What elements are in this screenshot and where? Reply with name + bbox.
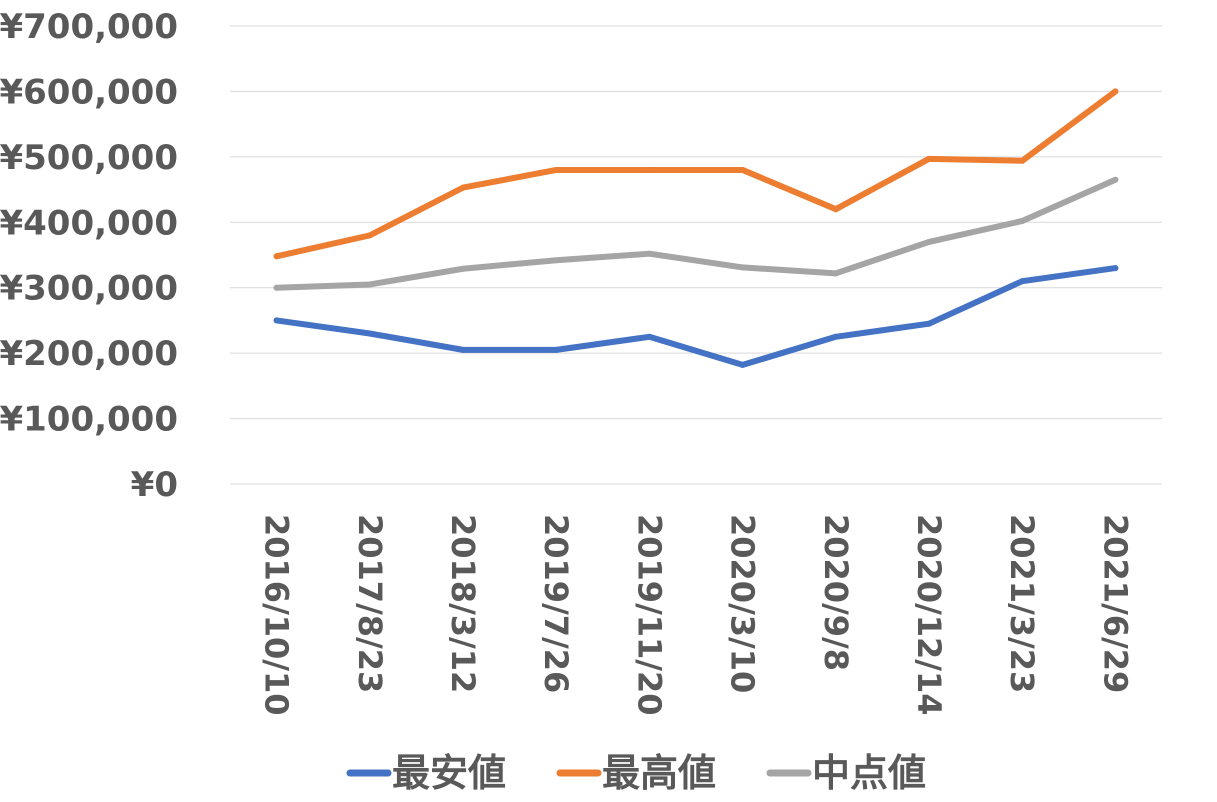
y-tick-label: ¥500,000	[0, 138, 178, 178]
y-tick-label: ¥400,000	[0, 203, 178, 243]
data-point	[553, 257, 560, 264]
y-tick-label: ¥0	[131, 465, 178, 505]
data-point	[832, 270, 839, 277]
data-point	[1112, 88, 1119, 95]
legend-label: 中点値	[812, 751, 926, 795]
x-tick-label: 2020/3/10	[724, 514, 762, 693]
x-tick-label: 2020/9/8	[817, 514, 855, 671]
series-line	[273, 176, 1119, 291]
gridlines	[230, 25, 1162, 485]
data-point	[553, 166, 560, 173]
data-point	[832, 206, 839, 213]
data-point	[646, 333, 653, 340]
data-point	[1019, 157, 1026, 164]
data-point	[739, 166, 746, 173]
data-point	[1112, 176, 1119, 183]
legend-label: 最高値	[602, 751, 716, 795]
series-line	[273, 88, 1119, 260]
y-tick-label: ¥600,000	[0, 72, 178, 112]
legend: 最安値 最高値 中点値	[346, 751, 926, 795]
x-tick-label: 2019/11/20	[630, 514, 668, 716]
x-tick-label: 2021/3/23	[1003, 514, 1041, 693]
data-point	[646, 250, 653, 257]
data-point	[460, 265, 466, 272]
x-tick-label: 2016/10/10	[258, 514, 296, 716]
legend-label: 最安値	[392, 751, 506, 795]
data-point	[646, 166, 653, 173]
data-point	[460, 346, 466, 353]
x-tick-label: 2019/7/26	[537, 514, 575, 693]
data-point	[273, 317, 280, 324]
x-tick-label: 2017/8/23	[351, 514, 389, 693]
data-point	[1112, 265, 1119, 272]
x-axis: 2016/10/10 2017/8/23 2018/3/12 2019/7/26 201…	[258, 514, 1135, 716]
x-tick-label: 2020/12/14	[910, 514, 948, 716]
data-point	[366, 330, 373, 337]
y-tick-label: ¥200,000	[0, 334, 178, 374]
data-point	[739, 361, 746, 368]
y-tick-label: ¥300,000	[0, 269, 178, 309]
x-tick-label: 2021/6/29	[1096, 514, 1134, 693]
data-point	[926, 155, 932, 162]
data-point	[832, 333, 839, 340]
data-point	[273, 253, 280, 260]
series-line	[273, 265, 1119, 368]
x-tick-label: 2018/3/12	[444, 514, 482, 693]
data-point	[273, 284, 280, 291]
y-tick-label: ¥100,000	[0, 400, 178, 440]
data-point	[460, 184, 466, 191]
y-axis: ¥0 ¥100,000 ¥200,000 ¥300,000 ¥400,000 ¥500,0…	[0, 7, 178, 505]
data-point	[366, 232, 373, 239]
data-point	[1019, 217, 1026, 224]
data-point	[739, 264, 746, 271]
data-point	[366, 281, 373, 288]
series-lines	[273, 88, 1119, 368]
data-point	[926, 320, 932, 327]
data-point	[1019, 278, 1026, 285]
data-point	[926, 238, 932, 245]
data-point	[553, 346, 560, 353]
y-tick-label: ¥700,000	[0, 7, 178, 47]
